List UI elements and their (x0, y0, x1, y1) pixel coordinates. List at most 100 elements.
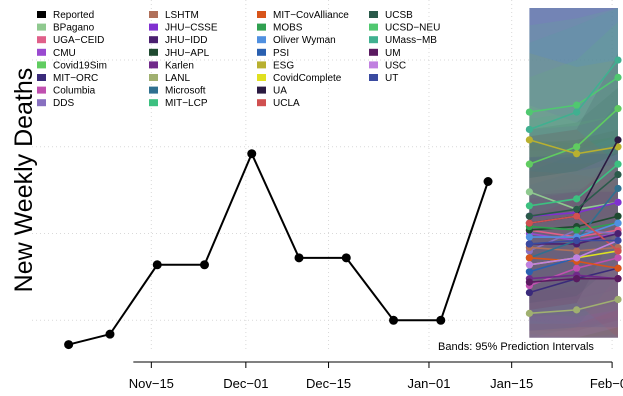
reported-line (68, 151, 489, 346)
legend-swatch-1 (37, 23, 46, 31)
legend-label-7: DDS (53, 98, 74, 109)
model-point-26-0 (525, 278, 533, 286)
model-point-23-2 (614, 170, 622, 179)
legend-label-3: CMU (53, 48, 76, 59)
legend-swatch-27 (369, 48, 378, 56)
model-point-3-1 (573, 143, 581, 151)
x-axis: Nov−15 Dec−01 Dec−15 Jan−01 Jan−15 Feb−01 (129, 361, 623, 391)
model-point-8-2 (614, 198, 622, 206)
model-point-19-0 (525, 136, 533, 144)
legend-swatch-19 (257, 48, 266, 56)
legend-label-23: UCLA (273, 98, 300, 109)
legend-label-20: ESG (273, 60, 294, 71)
model-forecast-layer (525, 56, 622, 317)
legend-swatch-12 (149, 61, 158, 69)
legend-swatch-3 (37, 48, 46, 56)
model-point-25-2 (614, 56, 622, 64)
legend-swatch-26 (369, 36, 378, 44)
reported-point-4 (247, 149, 257, 159)
legend-label-24: UCSB (385, 10, 413, 21)
model-point-28-2 (614, 236, 622, 245)
prediction-band (529, 8, 618, 338)
model-point-9-2 (614, 229, 622, 238)
legend-label-4: Covid19Sim (53, 60, 107, 71)
legend-label-21: CovidComplete (273, 73, 342, 84)
band-21 (529, 53, 618, 310)
legend-swatch-9 (149, 23, 158, 31)
legend-swatch-13 (149, 74, 158, 81)
legend-swatch-16 (257, 11, 266, 18)
model-point-25-1 (573, 108, 581, 116)
legend-label-28: USC (385, 60, 406, 71)
x-tick-label-3: Jan−01 (407, 376, 450, 391)
legend-swatch-4 (37, 61, 46, 69)
model-point-18-0 (525, 268, 533, 276)
model-point-3-0 (525, 160, 533, 168)
reported-point-2 (152, 260, 162, 270)
model-point-15-2 (614, 264, 622, 272)
legend-label-29: UT (385, 73, 398, 84)
legend-label-16: MIT−CovAlliance (273, 10, 349, 21)
model-point-28-1 (573, 236, 581, 245)
model-point-27-1 (573, 254, 581, 262)
legend-swatch-8 (149, 11, 158, 18)
legend-label-14: Microsoft (165, 86, 206, 97)
legend-swatch-25 (369, 23, 378, 31)
model-point-17-2 (614, 219, 622, 227)
model-point-5-2 (614, 254, 622, 262)
model-point-22-1 (573, 212, 581, 220)
legend-swatch-20 (257, 61, 266, 69)
legend-label-2: UGA−CEID (53, 35, 104, 46)
model-point-14-1 (573, 195, 581, 203)
reported-point-9 (483, 177, 493, 186)
reported-point-5 (294, 253, 304, 263)
legend-swatch-28 (369, 61, 378, 69)
model-point-12-2 (614, 295, 622, 304)
x-tick-label-0: Nov−15 (129, 376, 174, 391)
legend-swatch-7 (37, 99, 46, 107)
model-point-26-1 (573, 275, 581, 283)
legend-swatch-10 (149, 36, 158, 44)
model-point-27-0 (525, 261, 533, 269)
legend-swatch-2 (37, 36, 46, 44)
model-point-13-2 (614, 184, 622, 193)
legend-swatch-14 (149, 86, 158, 94)
reported-point-6 (341, 253, 351, 263)
model-point-10-2 (614, 212, 622, 220)
model-point-23-0 (525, 212, 533, 220)
model-point-5-1 (573, 264, 581, 272)
legend-swatch-0 (37, 11, 46, 18)
legend-swatch-11 (149, 48, 158, 56)
model-point-22-2 (614, 247, 622, 255)
model-point-3-2 (614, 105, 622, 113)
legend-swatch-6 (37, 86, 46, 94)
model-point-17-0 (525, 233, 533, 241)
legend-label-12: Karlen (165, 60, 194, 71)
x-tick-label-2: Dec−15 (306, 376, 351, 391)
legend-swatch-29 (369, 74, 378, 81)
legend-swatch-5 (37, 74, 46, 81)
model-point-19-1 (573, 150, 581, 158)
model-point-24-2 (614, 73, 622, 81)
model-point-4-0 (525, 288, 533, 297)
reported-point-0 (64, 340, 74, 350)
model-point-24-0 (525, 108, 533, 116)
model-point-14-2 (614, 160, 622, 168)
legend-label-25: UCSD−NEU (385, 23, 440, 34)
model-point-21-2 (614, 136, 622, 144)
legend-label-27: UM (385, 48, 401, 59)
legend-swatch-17 (257, 23, 266, 31)
legend-swatch-22 (257, 86, 266, 94)
model-point-16-1 (573, 226, 581, 234)
x-tick-label-1: Dec−01 (223, 376, 268, 391)
model-point-12-1 (573, 306, 581, 314)
model-point-28-0 (525, 240, 533, 248)
band-annotation: Bands: 95% Prediction Intervals (438, 341, 594, 353)
legend-label-11: JHU−APL (165, 48, 210, 59)
legend-label-9: JHU−CSSE (165, 23, 218, 34)
legend-label-17: MOBS (273, 23, 303, 34)
reported-point-7 (389, 315, 399, 325)
model-point-22-0 (525, 219, 533, 227)
legend-label-22: UA (273, 86, 287, 97)
